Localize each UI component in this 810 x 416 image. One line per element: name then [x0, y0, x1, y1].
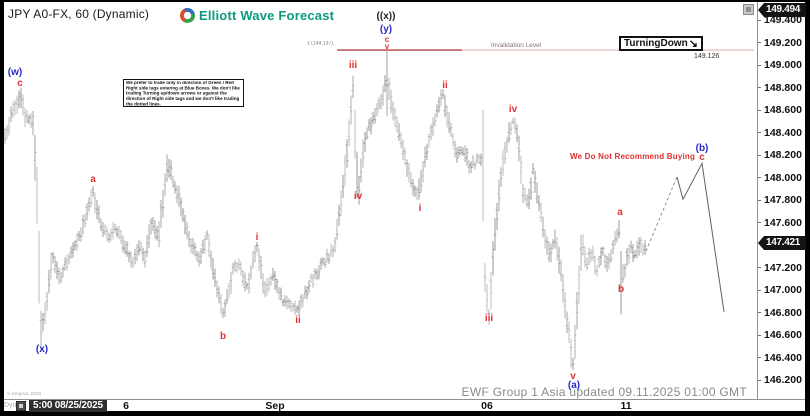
wave-label: v	[570, 370, 576, 382]
wave-label: (w)	[7, 66, 23, 78]
price-axis-label: 148.600	[758, 104, 802, 117]
time-axis-label: 11	[620, 400, 632, 412]
cursor-datetime-tag: 5:00 08/25/2025	[29, 400, 107, 412]
wave-label: ii	[442, 80, 448, 92]
trading-note-box: We prefer to trade only in direction of …	[123, 79, 244, 107]
update-footer: EWF Group 1 Asia updated 09.11.2025 01:0…	[461, 385, 747, 399]
price-axis-label: 148.000	[758, 171, 802, 184]
wave-label: (b)	[695, 143, 709, 155]
wave-label: c	[384, 34, 390, 44]
price-axis-label: 146.800	[758, 306, 802, 319]
time-axis-label: 06	[481, 400, 493, 412]
no-buy-warning: We Do Not Recommend Buying	[570, 152, 696, 161]
price-axis-label: 147.800	[758, 194, 802, 207]
brand-name: Elliott Wave Forecast	[199, 8, 335, 23]
copyright: © eSignal, 2025	[7, 392, 42, 397]
price-axis[interactable]: 149.400 149.200 149.000 148.800 148.600 148.4…	[757, 2, 806, 399]
wave-label: ii	[295, 315, 301, 327]
chart-symbol-title: JPY A0-FX, 60 (Dynamic)	[8, 7, 150, 21]
trading-note-text: We prefer to trade only in direction of …	[126, 81, 240, 107]
price-axis-label: 149.000	[758, 59, 802, 72]
session-high-value: 149.494	[766, 3, 801, 15]
price-bars-svg	[4, 49, 754, 370]
wave-label: a	[617, 207, 623, 219]
wave-label: i	[255, 232, 259, 244]
wave-label: v	[384, 42, 390, 52]
wave-label: b	[617, 283, 625, 295]
time-axis-label: 6	[123, 400, 129, 412]
session-high-tag: 149.494	[758, 2, 806, 17]
wave-label: ((x))	[376, 10, 396, 22]
invalidation-level-label: Invalidation Level	[491, 42, 542, 49]
price-axis-label: 146.600	[758, 329, 802, 342]
wave-label: (y)	[379, 24, 393, 36]
wave-label: c	[17, 78, 23, 90]
last-price-tag: 147.421	[758, 236, 806, 251]
price-axis-label: 149.200	[758, 36, 802, 49]
grid-icon	[746, 7, 751, 12]
brand-logo-icon	[180, 8, 195, 23]
last-price-value: 147.421	[766, 237, 801, 249]
invalidation-origin-label: 1 (149.137)	[306, 41, 333, 47]
price-axis-label: 146.200	[758, 374, 802, 387]
wave-label: (a)	[567, 379, 581, 391]
brand: Elliott Wave Forecast	[180, 8, 334, 23]
price-axis-label: 147.600	[758, 216, 802, 229]
time-axis-label: Sep	[265, 400, 285, 412]
turning-down-badge: TurningDown ↘	[619, 36, 703, 51]
wave-label: a	[90, 173, 96, 185]
axis-settings-icon[interactable]	[743, 4, 754, 15]
invalidation-price-label: 149.126	[694, 53, 720, 60]
price-axis-label: 147.000	[758, 284, 802, 297]
tag-notch	[758, 2, 764, 17]
wave-label: iv	[508, 103, 518, 115]
time-axis[interactable]: Dyn 5:00 08/25/2025 6 Sep 06 11	[4, 399, 805, 412]
wave-label: i	[418, 202, 422, 214]
price-axis-label: 148.400	[758, 126, 802, 139]
wave-label: c	[699, 152, 705, 164]
wave-label: iii	[348, 60, 358, 72]
wave-label: iii	[484, 313, 494, 325]
chart-status-icon[interactable]	[16, 401, 26, 411]
price-axis-label: 146.400	[758, 351, 802, 364]
wave-label: (x)	[35, 343, 49, 355]
wave-label: b	[219, 331, 227, 343]
tag-notch	[758, 236, 764, 251]
mode-label: Dyn	[4, 402, 17, 409]
price-axis-label: 148.800	[758, 81, 802, 94]
price-axis-label: 147.200	[758, 261, 802, 274]
turning-down-label: TurningDown	[624, 38, 688, 49]
price-axis-label: 149.400	[758, 14, 802, 27]
wave-label: iv	[353, 190, 363, 202]
price-axis-label: 148.200	[758, 149, 802, 162]
chart-canvas[interactable]: JPY A0-FX, 60 (Dynamic) Elliott Wave For…	[4, 2, 757, 399]
turn-down-arrow-icon: ↘	[688, 37, 698, 50]
